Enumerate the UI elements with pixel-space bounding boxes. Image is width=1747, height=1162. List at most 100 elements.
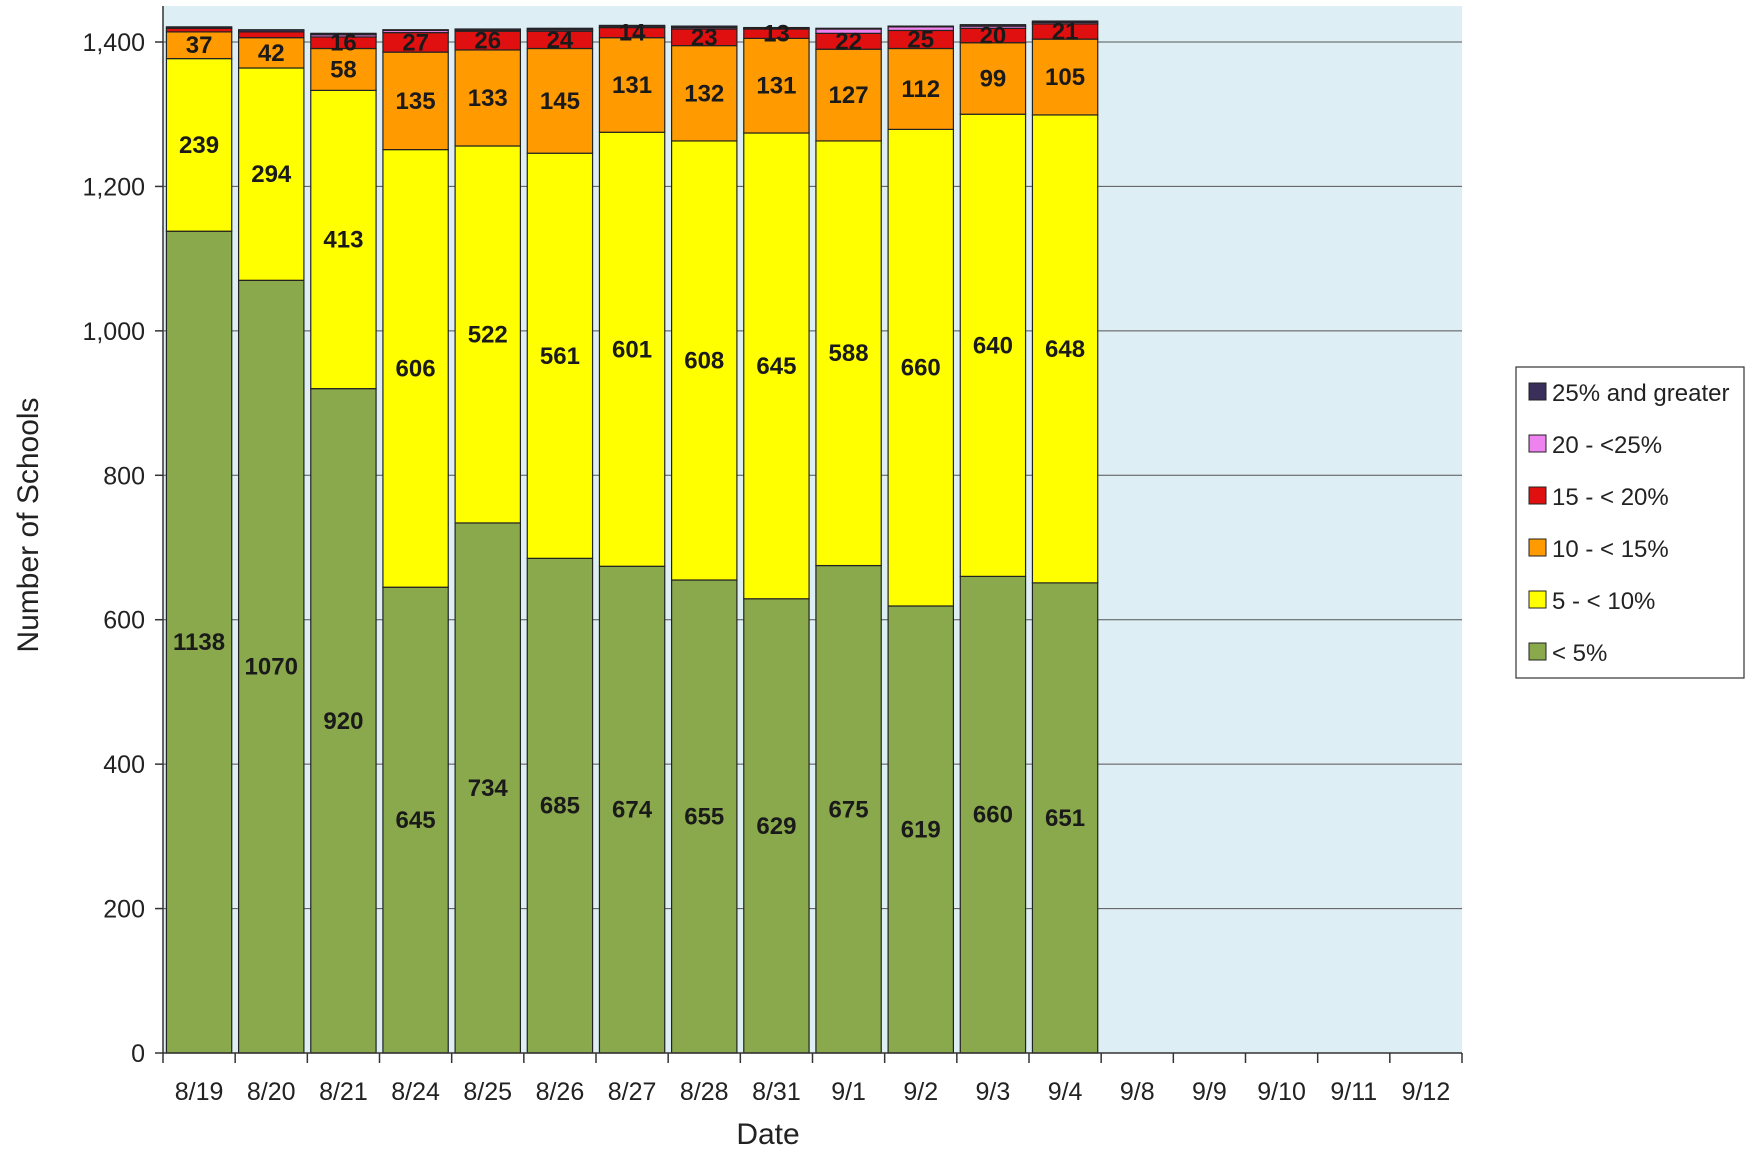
- plot-area: [163, 6, 1462, 1053]
- bar-segment: [743, 598, 810, 1054]
- y-tick-label: 1,400: [82, 29, 145, 57]
- data-label: 734: [468, 775, 509, 802]
- bar-segment: [526, 152, 594, 559]
- data-label: 920: [323, 708, 363, 735]
- y-tick-label: 1,000: [82, 318, 145, 346]
- bar-segment: [382, 29, 449, 32]
- data-label: 648: [1045, 336, 1085, 363]
- bar-segment: [743, 132, 810, 600]
- y-tick-label: 800: [103, 462, 145, 490]
- x-tick-label: 8/19: [175, 1078, 224, 1106]
- bar-segment: [887, 128, 955, 607]
- data-label: 27: [402, 29, 429, 56]
- legend-label: 15 - < 20%: [1552, 484, 1669, 511]
- y-tick-label: 0: [131, 1040, 145, 1068]
- bar-segment: [598, 131, 666, 567]
- data-label: 112: [901, 76, 940, 103]
- bar-segment: [454, 522, 522, 1054]
- legend-swatch: [1528, 538, 1547, 557]
- data-label: 133: [468, 85, 508, 112]
- data-label: 619: [901, 816, 941, 843]
- bar-segment: [165, 31, 233, 60]
- bar-segment: [526, 27, 594, 31]
- y-axis-title: Number of Schools: [12, 397, 45, 652]
- legend-swatch: [1528, 642, 1547, 661]
- data-label: 23: [691, 24, 718, 51]
- y-tick-label: 400: [103, 751, 145, 779]
- data-label: 132: [684, 80, 724, 107]
- data-label: 131: [612, 72, 652, 99]
- data-label: 629: [756, 813, 796, 840]
- x-tick-label: 9/4: [1048, 1078, 1083, 1106]
- bar-segment: [959, 575, 1027, 1054]
- data-label: 413: [323, 227, 363, 254]
- data-label: 660: [901, 355, 941, 382]
- bar-segment: [237, 37, 305, 69]
- bar-segment: [959, 42, 1027, 115]
- bar-segment: [310, 32, 377, 36]
- data-label: 127: [829, 82, 869, 109]
- data-label: 135: [396, 88, 436, 115]
- bar-segment: [454, 145, 522, 524]
- legend-label: 10 - < 15%: [1552, 536, 1669, 563]
- x-tick-label: 9/1: [831, 1078, 866, 1106]
- bar-segment: [815, 48, 882, 142]
- data-label: 660: [973, 802, 1013, 829]
- bar-segment: [382, 586, 449, 1054]
- bar-segment: [237, 29, 305, 33]
- bar-segment: [959, 24, 1027, 27]
- data-label: 22: [835, 28, 862, 55]
- bar-segment: [165, 26, 233, 29]
- bar-segment: [310, 388, 377, 1054]
- x-tick-label: 9/11: [1330, 1078, 1377, 1106]
- data-label: 522: [468, 321, 508, 348]
- data-label: 1138: [173, 629, 225, 656]
- data-label: 645: [396, 807, 436, 834]
- data-label: 26: [474, 28, 501, 55]
- bar-segment: [598, 37, 666, 133]
- bar-segment: [598, 565, 666, 1054]
- bar-segment: [815, 27, 882, 30]
- legend-swatch: [1528, 486, 1547, 505]
- x-tick-label: 9/10: [1257, 1078, 1306, 1106]
- data-label: 145: [540, 88, 580, 115]
- x-tick-label: 9/12: [1402, 1078, 1451, 1106]
- legend-swatch: [1528, 382, 1547, 401]
- bar-segment: [310, 47, 377, 91]
- data-label: 25: [907, 26, 934, 53]
- data-label: 685: [540, 793, 580, 820]
- y-tick-label: 1,200: [82, 173, 145, 201]
- legend-box: [1515, 366, 1745, 679]
- bar-segment: [887, 605, 955, 1054]
- bar-segment: [887, 25, 955, 28]
- legend-label: < 5%: [1552, 640, 1607, 667]
- data-label: 294: [251, 161, 292, 188]
- data-label: 675: [829, 796, 869, 823]
- x-tick-label: 9/3: [976, 1078, 1011, 1106]
- bar-segment: [598, 24, 666, 28]
- bar-segment: [526, 557, 594, 1054]
- data-label: 21: [1052, 19, 1079, 46]
- data-label: 16: [330, 30, 357, 57]
- bar-segment: [1031, 38, 1099, 116]
- data-label: 601: [612, 336, 652, 363]
- x-tick-label: 8/24: [391, 1078, 440, 1106]
- data-label: 58: [330, 56, 357, 83]
- bar-segment: [959, 113, 1027, 577]
- bar-segment: [743, 37, 810, 134]
- y-tick-label: 600: [103, 607, 145, 635]
- data-label: 24: [547, 27, 574, 54]
- legend-label: 25% and greater: [1552, 380, 1729, 407]
- bar-segment: [670, 45, 738, 142]
- bar-segment: [743, 26, 810, 29]
- bar-segment: [237, 67, 305, 281]
- x-tick-label: 9/2: [903, 1078, 938, 1106]
- data-label: 239: [179, 132, 219, 159]
- bar-segment: [1031, 20, 1099, 24]
- data-label: 640: [973, 332, 1013, 359]
- bar-segment: [382, 148, 449, 588]
- legend-swatch: [1528, 434, 1547, 453]
- x-axis-title: Date: [736, 1118, 799, 1151]
- x-tick-label: 8/21: [319, 1078, 368, 1106]
